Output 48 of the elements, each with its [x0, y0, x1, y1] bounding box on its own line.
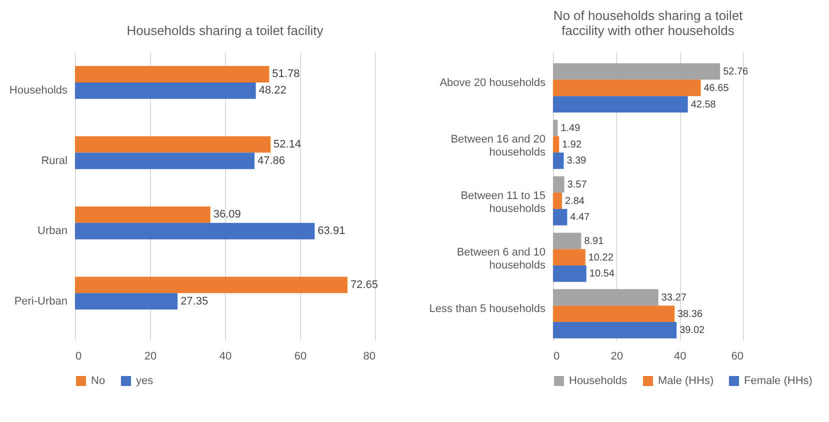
y-tick-label: Between 11 to 15 households	[460, 190, 546, 215]
data-label: 10.54	[589, 268, 615, 280]
y-tick-label: Urban	[38, 225, 68, 238]
legend-label: Households	[569, 375, 628, 387]
data-label: 72.65	[350, 278, 378, 291]
data-label: 10.22	[588, 252, 614, 264]
y-tick-label: Above 20 households	[440, 77, 546, 90]
x-tick-label: 0	[554, 350, 560, 362]
x-tick-label: 80	[363, 350, 376, 362]
y-tick-label: Between 6 and 10 households	[456, 246, 546, 272]
legend-label: Male (HHs)	[658, 375, 714, 387]
data-label: 46.65	[704, 82, 730, 94]
data-label: 39.02	[680, 325, 706, 336]
data-label: 4.47	[570, 212, 590, 224]
data-label: 52.76	[723, 66, 749, 78]
x-tick-label: 20	[144, 350, 157, 362]
x-tick-label: 0	[76, 350, 82, 362]
data-label: 8.91	[584, 236, 604, 247]
data-label: 3.39	[566, 156, 587, 167]
x-tick-label: 60	[731, 350, 744, 362]
data-label: 38.36	[677, 308, 703, 320]
x-tick-label: 60	[294, 350, 307, 362]
x-tick-label: 40	[674, 350, 686, 362]
x-tick-label: 20	[610, 350, 623, 362]
legend-label: Female (HHs)	[744, 375, 812, 387]
x-tick-label: 40	[219, 350, 232, 362]
y-tick-label: Peri-Urban	[14, 295, 68, 308]
data-label: 47.86	[257, 154, 286, 167]
data-label: 63.91	[318, 225, 346, 238]
data-label: 2.84	[564, 196, 585, 207]
y-tick-label: Households	[9, 84, 68, 97]
chart-title: No of households sharing a toilet faccility with other households	[553, 8, 744, 38]
data-label: 1.49	[560, 122, 581, 134]
data-label: 42.58	[690, 99, 716, 110]
data-label: 27.35	[180, 295, 208, 308]
data-label: 48.22	[258, 84, 286, 97]
data-label: 52.14	[274, 138, 302, 150]
data-label: 36.09	[213, 208, 241, 221]
y-tick-label: Rural	[41, 154, 68, 167]
legend-label: No	[91, 375, 106, 387]
y-tick-label: Between 16 and 20 households	[450, 134, 546, 159]
data-label: 33.27	[661, 292, 687, 304]
data-label: 1.92	[562, 139, 582, 150]
chart-title: Households sharing a toilet facility	[126, 23, 324, 38]
y-tick-label: Less than 5 households	[429, 302, 546, 315]
data-label: 51.78	[272, 68, 300, 80]
legend-label: yes	[136, 375, 154, 387]
data-label: 3.57	[567, 179, 588, 190]
